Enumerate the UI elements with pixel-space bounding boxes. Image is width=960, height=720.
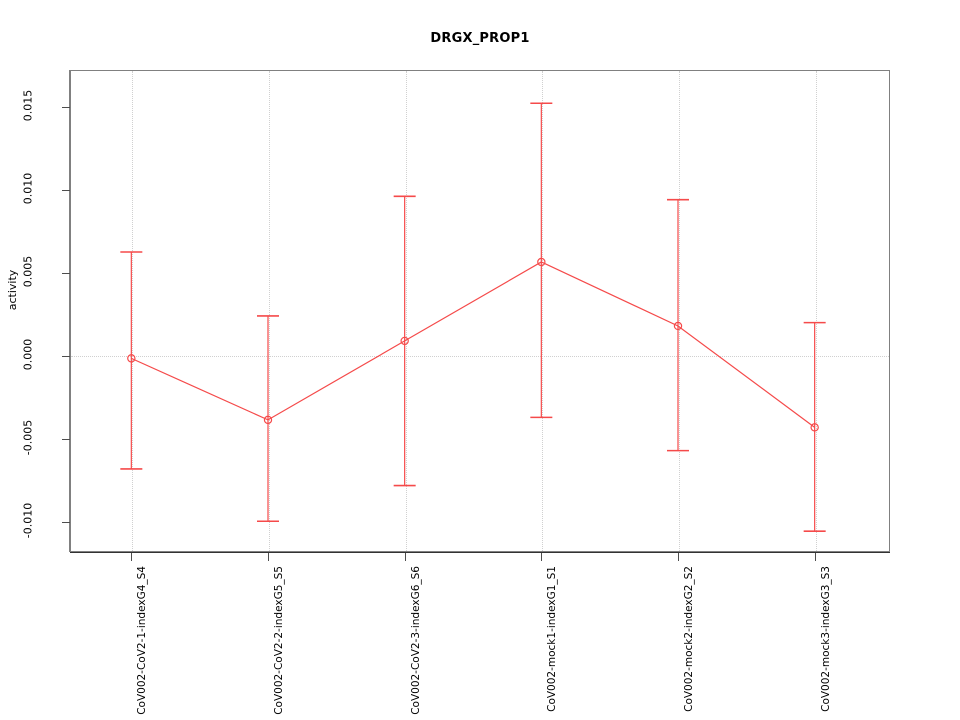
x-tick-label: CoV002-CoV2-1-indexG4_S4 bbox=[136, 566, 149, 715]
chart-title: DRGX_PROP1 bbox=[430, 31, 530, 46]
x-tick-mark bbox=[814, 553, 816, 561]
x-gridline bbox=[679, 71, 681, 551]
x-tick-mark bbox=[541, 553, 543, 561]
x-gridline bbox=[405, 71, 408, 551]
x-tick-mark bbox=[678, 553, 679, 561]
x-tick-mark bbox=[268, 553, 269, 561]
y-tick-mark bbox=[62, 272, 70, 274]
y-axis-title-label: activity bbox=[6, 269, 19, 311]
x-tick-label: CoV002-mock3-indexG3_S3 bbox=[819, 566, 832, 712]
x-tick-label: CoV002-mock1-indexG1_S1 bbox=[546, 566, 559, 712]
y-axis-line bbox=[69, 70, 70, 552]
y-tick-mark bbox=[62, 106, 70, 108]
y-tick-label: 0.005 bbox=[21, 255, 35, 288]
x-gridline bbox=[132, 71, 134, 551]
y-tick-label: 0.010 bbox=[21, 172, 35, 204]
y-tick-label: 0.015 bbox=[21, 89, 35, 121]
x-gridline bbox=[542, 71, 544, 551]
x-tick-label: CoV002-CoV2-2-indexG5_S5 bbox=[273, 566, 285, 715]
y-tick-mark bbox=[62, 355, 70, 357]
x-axis-line bbox=[70, 552, 890, 553]
y-tick-mark bbox=[62, 438, 70, 440]
x-tick-label: CoV002-CoV2-3-indexG6_S6 bbox=[409, 566, 422, 715]
x-gridline bbox=[815, 71, 818, 551]
x-tick-mark bbox=[404, 553, 406, 561]
y-tick-label: -0.010 bbox=[21, 502, 35, 539]
y-tick-label: 0.000 bbox=[21, 338, 35, 371]
plot-area bbox=[70, 70, 890, 552]
y-tick-mark bbox=[62, 522, 70, 524]
y-tick-label: -0.005 bbox=[21, 419, 35, 456]
zero-reference-gridline bbox=[71, 355, 889, 358]
x-tick-mark bbox=[131, 553, 133, 561]
x-gridline bbox=[269, 71, 271, 551]
y-tick-mark bbox=[62, 189, 70, 191]
x-tick-label: CoV002-mock2-indexG2_S2 bbox=[683, 566, 695, 712]
